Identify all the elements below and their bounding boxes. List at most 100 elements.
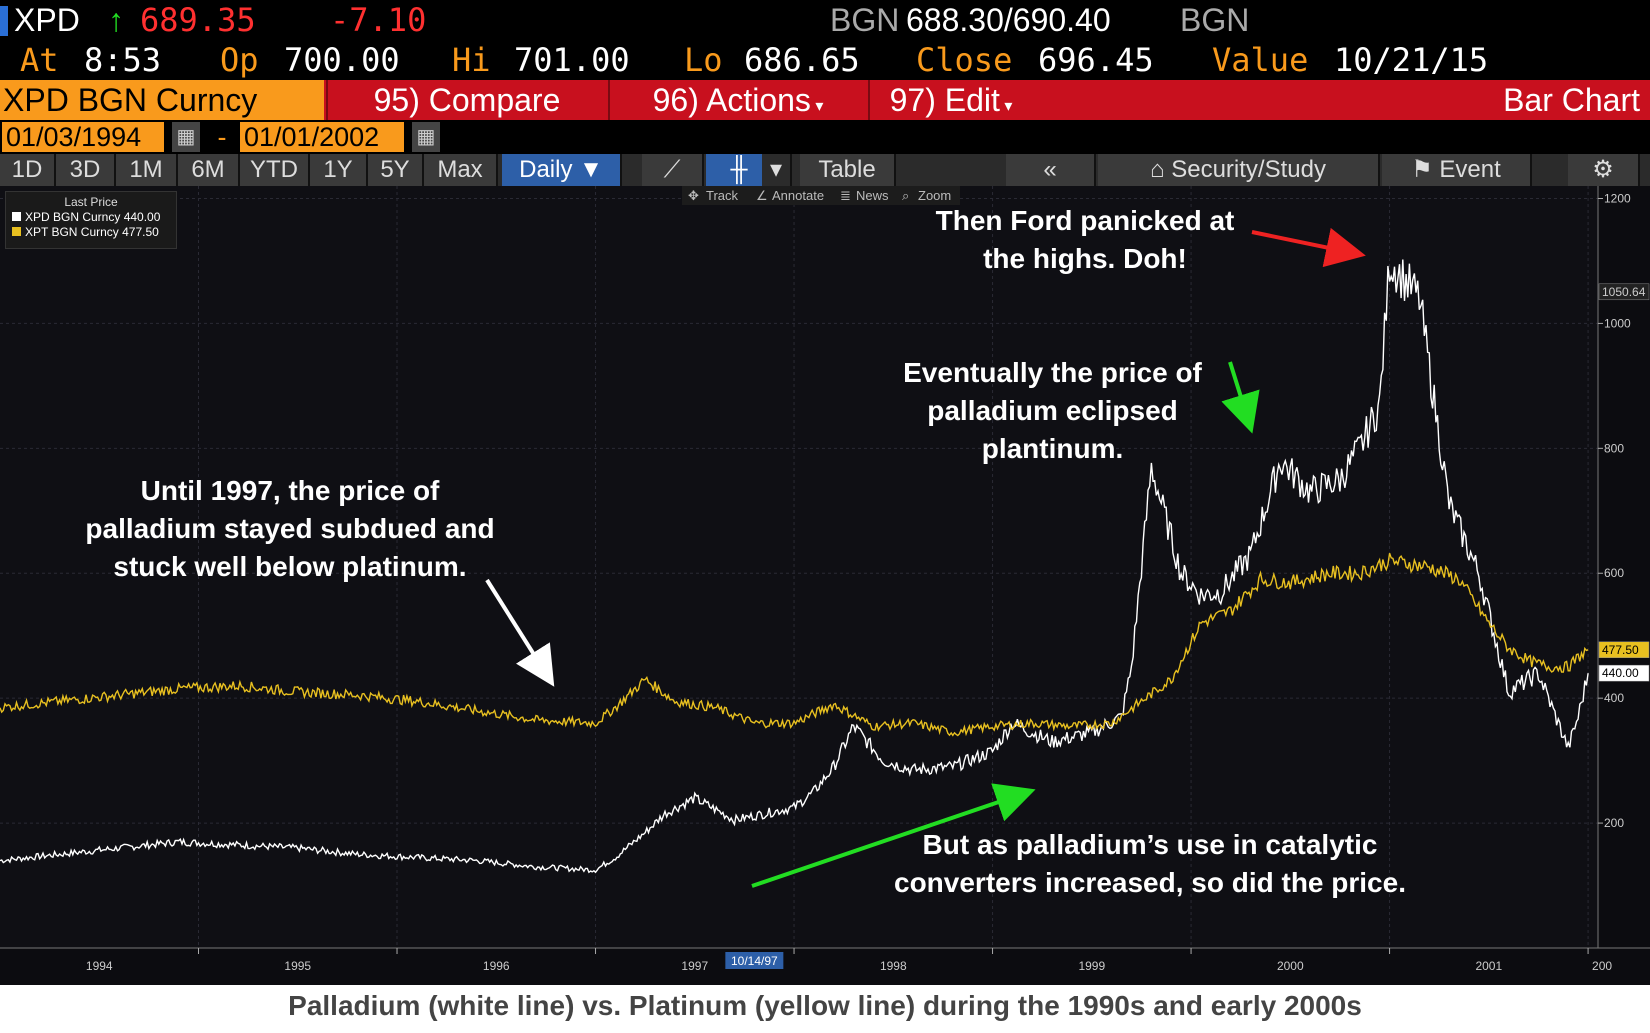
- date-separator: -: [217, 122, 227, 152]
- ford-arrow: [1251, 227, 1366, 268]
- palladium-series-line: [0, 259, 1589, 874]
- price-tag: [1598, 664, 1650, 682]
- security-study-label: Security/Study: [1171, 156, 1326, 183]
- bgn-source-right: BGN: [1180, 2, 1250, 38]
- y-tick-label: 200: [1604, 816, 1624, 830]
- value-date: 10/21/15: [1334, 41, 1489, 79]
- price-tag: [1598, 641, 1650, 659]
- range-1m-button[interactable]: 1M: [116, 154, 178, 186]
- price-tag-label: 1050.64: [1602, 285, 1646, 299]
- x-tick-label: 200: [1592, 959, 1612, 973]
- range-1d-button[interactable]: 1D: [0, 154, 56, 186]
- event-label: Event: [1439, 156, 1501, 183]
- chevron-down-icon[interactable]: ▾: [762, 154, 792, 186]
- event-button[interactable]: ⚑ Event: [1382, 154, 1532, 186]
- edit-button[interactable]: 97) Edit ▾: [868, 80, 1032, 120]
- news-icon: ≣: [840, 188, 851, 203]
- start-date-field[interactable]: 01/03/1994: [2, 122, 164, 152]
- gear-icon[interactable]: ⚙: [1568, 154, 1640, 186]
- bid-ask: 688.30/690.40: [906, 2, 1111, 38]
- catalytic-arrow: [751, 783, 1036, 888]
- quote-header: XPD ↑ 689.35 -7.10 BGN 688.30/690.40 BGN: [0, 0, 1650, 40]
- period-dropdown[interactable]: Daily ▼: [502, 154, 622, 186]
- annotation-subdued: Until 1997, the price of palladium staye…: [85, 475, 495, 582]
- x-tick-label: 1999: [1078, 959, 1105, 973]
- news-tool[interactable]: News: [856, 188, 889, 203]
- triangle-down-icon: ▼: [572, 156, 603, 183]
- close-value: 696.45: [1038, 41, 1154, 79]
- last-price: 689.35: [140, 1, 256, 39]
- series-layer: [0, 259, 1589, 874]
- cursor-date: 10/14/97: [725, 952, 784, 969]
- collapse-left-icon[interactable]: «: [1006, 154, 1096, 186]
- x-tick-label: 1997: [681, 959, 708, 973]
- zoom-icon: ⌕: [902, 188, 909, 203]
- y-tick-label: 400: [1604, 691, 1624, 705]
- period-label: Daily: [519, 156, 573, 183]
- x-tick-label: 2000: [1277, 959, 1304, 973]
- ticker-marker: [0, 6, 8, 36]
- x-tick-label: 1996: [483, 959, 510, 973]
- annotate-icon: ∠: [756, 188, 768, 203]
- annotation-catalytic: But as palladium’s use in catalytic conv…: [894, 829, 1406, 898]
- y-axis: 200 400 600 800 1000 1200: [1598, 191, 1631, 830]
- range-max-button[interactable]: Max: [424, 154, 498, 186]
- y-tick-label: 800: [1604, 441, 1624, 455]
- track-icon: ✥: [688, 188, 699, 203]
- end-date-field[interactable]: 01/01/2002: [240, 122, 404, 152]
- range-5y-button[interactable]: 5Y: [368, 154, 424, 186]
- zoom-tool[interactable]: Zoom: [918, 188, 951, 203]
- line-chart-icon[interactable]: ⟋: [642, 154, 704, 186]
- at-label: At: [20, 41, 59, 79]
- range-1y-button[interactable]: 1Y: [310, 154, 368, 186]
- annotation-ford: Then Ford panicked at the highs. Doh!: [935, 205, 1235, 274]
- legend-item-palladium: XPD BGN Curncy 440.00: [12, 210, 176, 224]
- actions-button[interactable]: 96) Actions ▾: [608, 80, 866, 120]
- range-ytd-button[interactable]: YTD: [240, 154, 310, 186]
- legend: Last Price XPD BGN Curncy 440.00 XPT BGN…: [5, 191, 177, 249]
- annotate-tool[interactable]: Annotate: [772, 188, 824, 203]
- low-label: Lo: [684, 41, 723, 79]
- calendar-icon[interactable]: ▦: [172, 122, 200, 152]
- table-button[interactable]: Table: [800, 154, 896, 186]
- y-tick-label: 600: [1604, 566, 1624, 580]
- close-label: Close: [916, 41, 1013, 79]
- cursor-date-label: 10/14/97: [731, 954, 778, 968]
- open-label: Op: [220, 41, 259, 79]
- edit-label: 97) Edit: [889, 82, 1000, 118]
- annotation-eclipsed: Eventually the price of palladium eclips…: [903, 357, 1202, 464]
- eclipsed-arrow: [1221, 361, 1260, 434]
- chevron-down-icon: ▾: [999, 98, 1013, 115]
- chart-subtools: ✥ Track ∠ Annotate ≣ News ⌕ Zoom: [682, 186, 960, 205]
- x-tick-label: 2001: [1475, 959, 1502, 973]
- legend-item-platinum: XPT BGN Curncy 477.50: [12, 225, 176, 239]
- figure-caption: Palladium (white line) vs. Platinum (yel…: [0, 985, 1650, 1033]
- low-value: 686.65: [744, 41, 860, 79]
- compare-button[interactable]: 95) Compare: [326, 80, 606, 120]
- subdued-arrow: [485, 578, 555, 687]
- at-value: 8:53: [84, 41, 162, 79]
- actions-label: 96) Actions: [652, 82, 811, 118]
- security-field[interactable]: XPD BGN Curncy: [0, 80, 324, 120]
- bgn-source-left: BGN: [830, 2, 900, 38]
- price-tag: [1598, 283, 1650, 301]
- gridlines: [0, 186, 1598, 948]
- platinum-series-line: [0, 552, 1589, 737]
- high-label: Hi: [452, 41, 491, 79]
- x-tick-label: 1994: [86, 959, 113, 973]
- range-3d-button[interactable]: 3D: [56, 154, 116, 186]
- security-study-button[interactable]: ⌂ Security/Study: [1098, 154, 1380, 186]
- y-tick-label: 1000: [1604, 316, 1631, 330]
- range-6m-button[interactable]: 6M: [178, 154, 240, 186]
- up-arrow-icon: ↑: [108, 2, 124, 38]
- track-tool[interactable]: Track: [706, 188, 739, 203]
- y-tick-label: 1200: [1604, 191, 1631, 205]
- legend-title: Last Price: [64, 195, 118, 209]
- price-tags: 1050.64 477.50 440.00: [1598, 283, 1650, 682]
- chevron-down-icon: ▾: [810, 98, 824, 115]
- chart-type-label[interactable]: Bar Chart: [1503, 82, 1640, 118]
- calendar-icon[interactable]: ▦: [412, 122, 440, 152]
- x-tick-label: 1998: [880, 959, 907, 973]
- price-tag-label: 440.00: [1602, 666, 1639, 680]
